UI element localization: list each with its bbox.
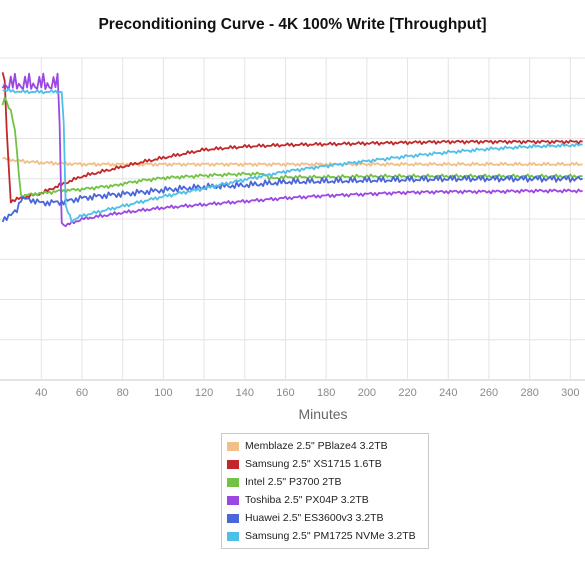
legend-swatch (227, 459, 239, 469)
series-line (1, 96, 583, 199)
series-line (1, 72, 583, 228)
x-tick-label: 180 (317, 387, 335, 399)
legend: Memblaze 2.5" PBlaze4 3.2TB Samsung 2.5" … (221, 433, 429, 549)
x-tick-label: 120 (195, 387, 213, 399)
x-tick-label: 40 (35, 387, 47, 399)
grid-lines (0, 57, 585, 381)
x-tick-label: 240 (439, 387, 457, 399)
series-line (1, 72, 583, 204)
x-tick-labels: 40 60 80 100 120 140 160 180 200 220 240 260 280 300 (35, 387, 579, 399)
x-tick-label: 100 (154, 387, 172, 399)
x-axis-label: Minutes (298, 406, 347, 422)
x-tick-label: 280 (520, 387, 538, 399)
legend-label: Intel 2.5" P3700 2TB (245, 476, 342, 488)
x-tick-label: 220 (398, 387, 416, 399)
legend-item[interactable]: Memblaze 2.5" PBlaze4 3.2TB (222, 437, 428, 455)
legend-label: Memblaze 2.5" PBlaze4 3.2TB (245, 440, 388, 452)
legend-swatch (227, 513, 239, 523)
series-line (2, 88, 583, 224)
legend-swatch (227, 495, 239, 505)
legend-item[interactable]: Samsung 2.5" PM1725 NVMe 3.2TB (222, 527, 428, 545)
legend-item[interactable]: Huawei 2.5" ES3600v3 3.2TB (222, 509, 428, 527)
legend-swatch (227, 477, 239, 487)
legend-label: Huawei 2.5" ES3600v3 3.2TB (245, 512, 384, 524)
legend-item[interactable]: Intel 2.5" P3700 2TB (222, 473, 428, 491)
x-tick-label: 140 (236, 387, 254, 399)
x-tick-label: 80 (117, 387, 129, 399)
legend-item[interactable]: Toshiba 2.5" PX04P 3.2TB (222, 491, 428, 509)
legend-swatch (227, 531, 239, 541)
x-tick-label: 160 (276, 387, 294, 399)
x-tick-label: 300 (561, 387, 579, 399)
legend-swatch (227, 441, 239, 451)
legend-label: Toshiba 2.5" PX04P 3.2TB (245, 494, 369, 506)
legend-item[interactable]: Samsung 2.5" XS1715 1.6TB (222, 455, 428, 473)
series-lines (1, 72, 583, 228)
legend-label: Samsung 2.5" XS1715 1.6TB (245, 458, 382, 470)
x-tick-label: 260 (480, 387, 498, 399)
legend-label: Samsung 2.5" PM1725 NVMe 3.2TB (245, 530, 416, 542)
series-line (2, 156, 583, 167)
x-tick-label: 200 (358, 387, 376, 399)
series-line (1, 174, 583, 223)
chart-title: Preconditioning Curve - 4K 100% Write [T… (98, 16, 487, 33)
x-tick-label: 60 (76, 387, 88, 399)
